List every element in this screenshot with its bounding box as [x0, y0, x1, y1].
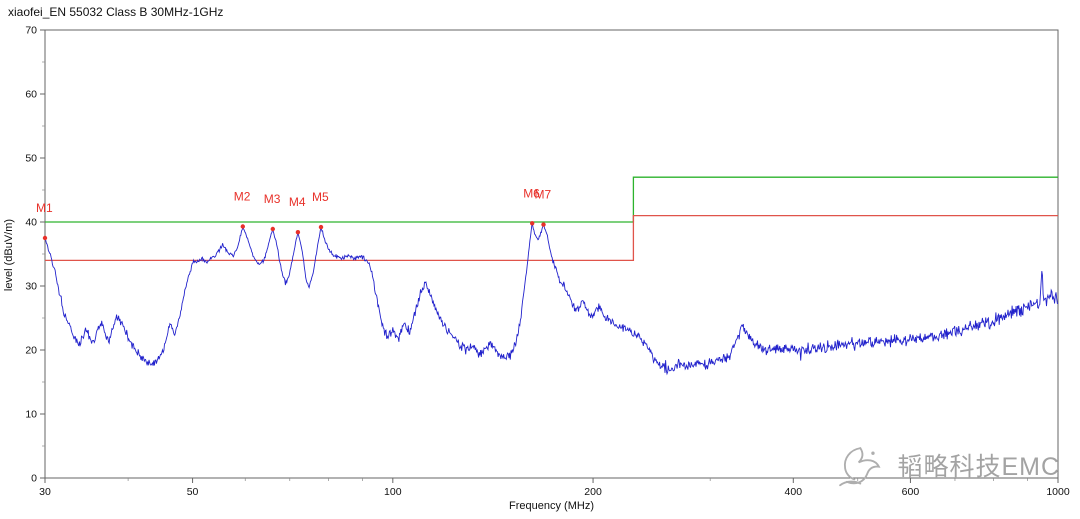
watermark: 韬略科技EMC	[835, 441, 1060, 489]
marker-dot-m2[interactable]	[240, 224, 245, 229]
x-tick-label: 400	[785, 486, 803, 498]
y-tick-label: 0	[31, 473, 37, 485]
x-tick-label: 1000	[1046, 486, 1070, 498]
marker-label-m3: M3	[264, 192, 281, 206]
limit-line-2	[45, 214, 1058, 262]
y-tick-label: 20	[25, 345, 37, 357]
marker-dot-m1[interactable]	[42, 235, 48, 241]
y-tick-label: 40	[25, 217, 37, 229]
marker-label-m4: M4	[289, 195, 306, 209]
marker-dot-m7[interactable]	[541, 222, 546, 227]
y-tick-label: 70	[25, 25, 37, 37]
y-axis-label: level (dBuV/m)	[3, 218, 15, 292]
marker-dot-m5[interactable]	[318, 224, 324, 230]
y-tick-label: 10	[25, 409, 37, 421]
x-tick-label: 100	[384, 486, 402, 498]
limit-line-1	[45, 176, 1058, 223]
y-tick-label: 60	[25, 89, 37, 101]
x-tick-label: 200	[584, 486, 602, 498]
marker-dot-m4[interactable]	[295, 230, 301, 235]
watermark-logo-icon	[839, 447, 881, 487]
marker-label-m7: M7	[535, 188, 552, 202]
x-tick-label: 30	[39, 486, 51, 498]
marker-label-m6: M6	[523, 186, 540, 200]
marker-label-m1: M1	[36, 201, 53, 215]
marker-label-m5: M5	[312, 190, 329, 204]
watermark-text: 韬略科技EMC	[897, 453, 1060, 481]
chart-title: xiaofei_EN 55032 Class B 30MHz-1GHz	[8, 5, 224, 19]
x-tick-label: 50	[187, 486, 199, 498]
y-tick-label: 30	[25, 281, 37, 293]
x-axis-label: Frequency (MHz)	[509, 500, 594, 512]
marker-dot-m3[interactable]	[270, 226, 275, 232]
marker-dot-m6[interactable]	[530, 221, 535, 226]
y-tick-label: 50	[25, 153, 37, 165]
marker-label-m2: M2	[234, 190, 251, 204]
measurement-trace	[44, 222, 1059, 376]
x-tick-label: 600	[902, 486, 920, 498]
